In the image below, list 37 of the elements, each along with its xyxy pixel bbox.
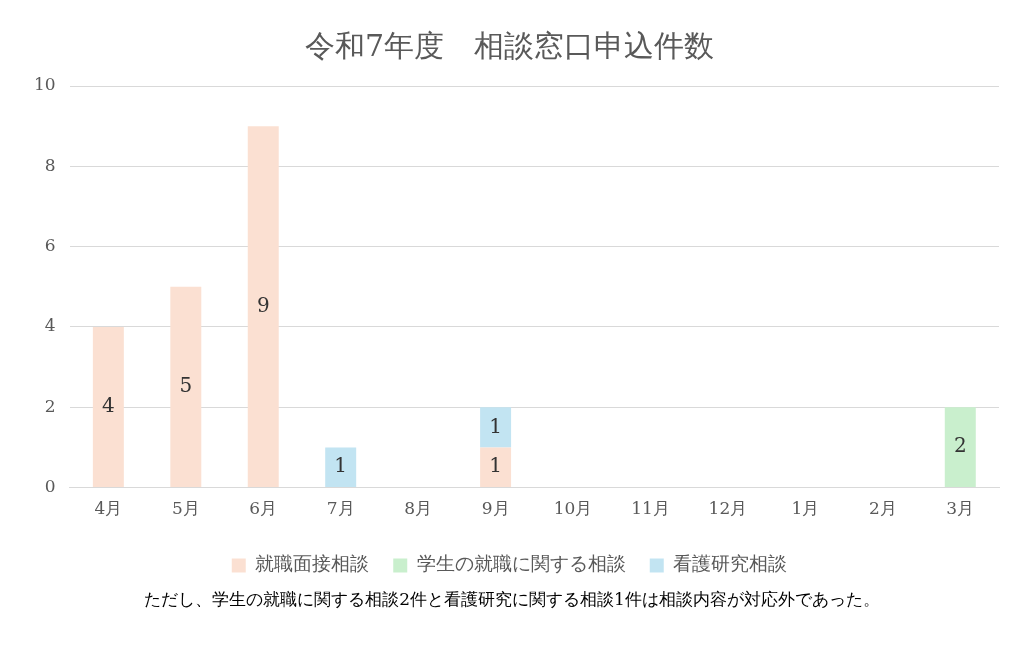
x-tick-label: 5月	[171, 498, 200, 519]
y-tick-label: 0	[44, 476, 56, 497]
x-tick-label: 10月	[553, 498, 593, 519]
data-label: 1	[489, 453, 502, 478]
bar	[325, 447, 357, 488]
x-tick-label: 4月	[94, 498, 123, 519]
data-label: 2	[953, 433, 967, 458]
bar	[480, 407, 512, 448]
x-tick-label: 3月	[946, 498, 975, 519]
text: ただし、学生の就職に関する相談2件と看護研究に関する相談1件は相談内容が対応外であった。	[143, 588, 881, 611]
y-tick-label: 4	[44, 315, 56, 336]
x-tick-label: 12月	[708, 498, 748, 519]
bar	[92, 326, 124, 488]
bar	[170, 286, 202, 488]
data-label: 5	[179, 373, 193, 398]
bar	[480, 447, 512, 488]
x-tick-label: 11月	[631, 498, 670, 519]
y-tick-label: 6	[44, 235, 56, 256]
y-tick-label: 8	[44, 154, 56, 175]
legend-label: 看護研究相談	[673, 552, 788, 575]
data-label: 1	[334, 453, 348, 478]
x-tick-label: 7月	[326, 498, 355, 519]
y-tick-label: 10	[33, 74, 56, 95]
y-tick-label: 2	[44, 395, 56, 416]
bar	[944, 407, 976, 488]
legend-label: 学生の就職に関する相談	[416, 552, 626, 575]
x-tick-label: 2月	[868, 498, 897, 519]
x-tick-label: 8月	[404, 498, 433, 519]
data-label: 9	[256, 292, 270, 317]
chart-title: 令和7年度 相談窓口申込件数	[304, 27, 715, 63]
x-tick-label: 9月	[481, 498, 510, 519]
data-label: 1	[489, 413, 502, 438]
x-tick-label: 1月	[791, 498, 820, 519]
legend-label: 就職面接相談	[255, 552, 370, 575]
x-tick-label: 6月	[249, 498, 278, 519]
data-label: 4	[101, 393, 115, 418]
bar	[247, 126, 279, 488]
